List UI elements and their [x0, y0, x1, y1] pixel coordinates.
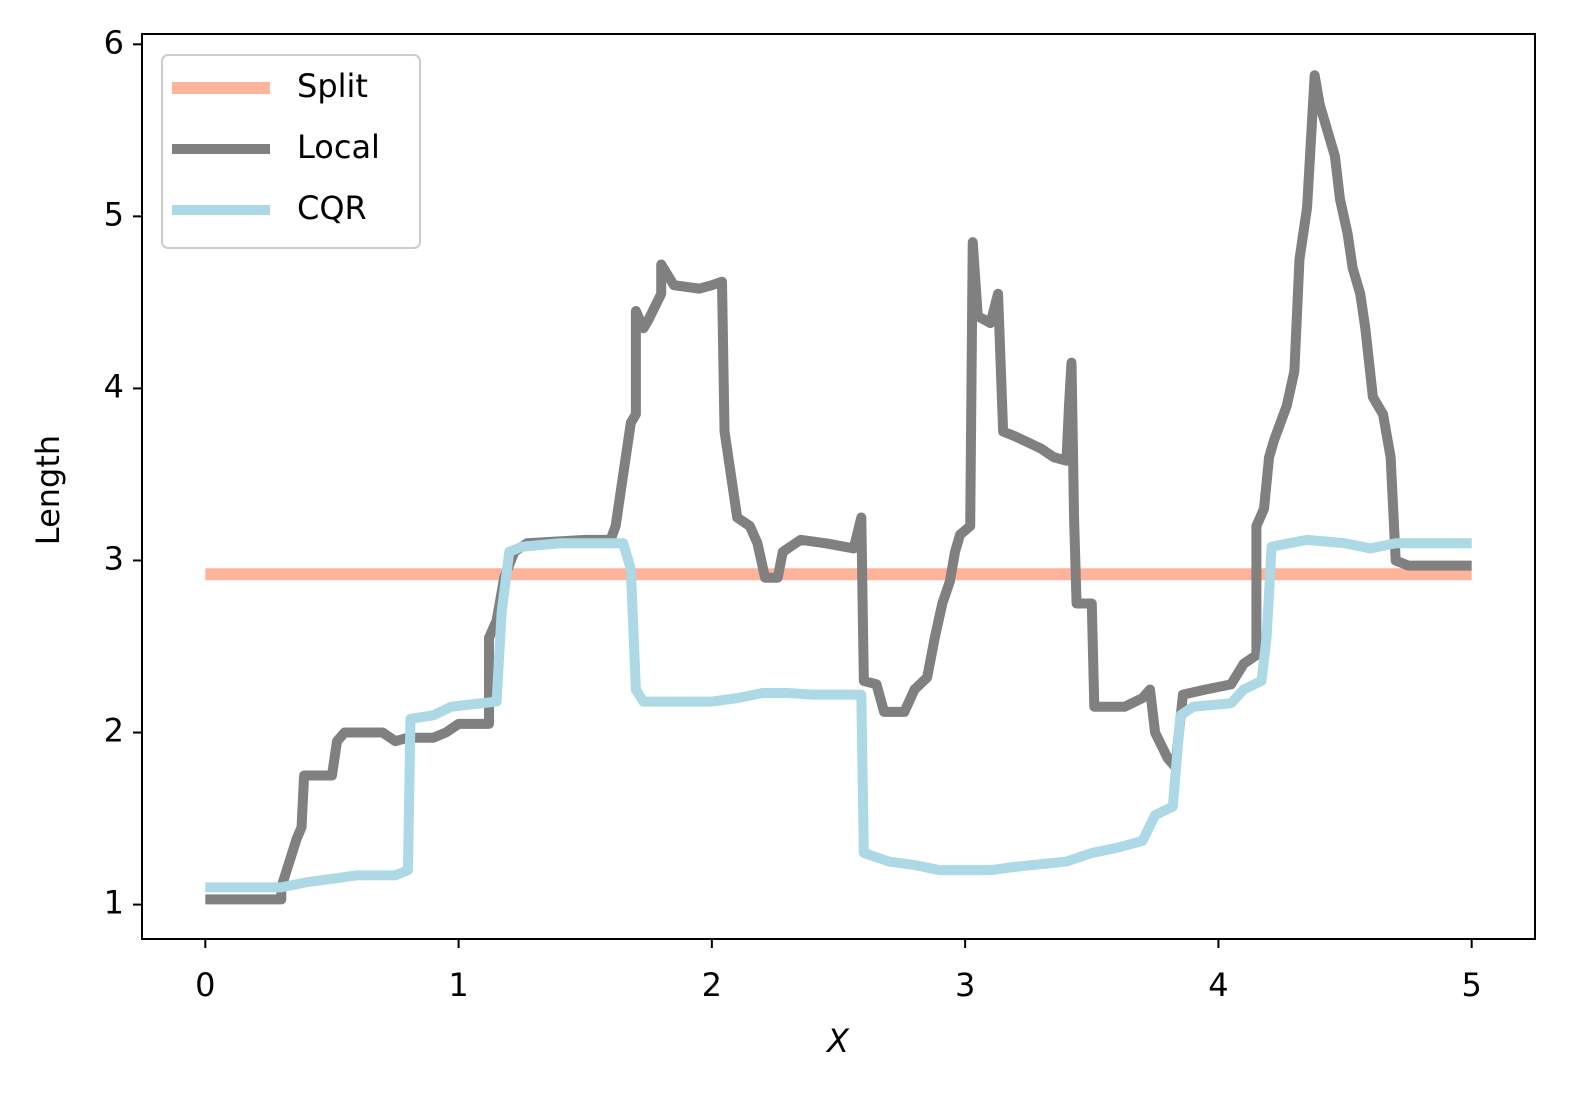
plot-frame [141, 33, 1536, 940]
legend-label: Split [297, 67, 368, 105]
x-tick-label: 0 [195, 966, 215, 1004]
x-tick-label: 2 [702, 966, 722, 1004]
y-axis-label: Length [29, 435, 67, 545]
x-tick-label: 1 [448, 966, 468, 1004]
y-tick-label: 6 [104, 23, 124, 61]
y-tick-label: 4 [104, 367, 124, 405]
y-tick-label: 3 [104, 539, 124, 577]
legend-label: CQR [297, 189, 367, 227]
legend-box [161, 54, 421, 249]
x-axis-label: X [825, 1022, 850, 1060]
y-tick-label: 2 [104, 712, 124, 750]
y-tick-label: 1 [104, 884, 124, 922]
x-tick-label: 5 [1462, 966, 1482, 1004]
x-tick-label: 3 [955, 966, 975, 1004]
x-tick-label: 4 [1208, 966, 1228, 1004]
y-tick-label: 5 [104, 195, 124, 233]
legend-label: Local [297, 128, 380, 166]
legend: Split Local CQR [161, 54, 421, 249]
line-series [205, 534, 1472, 893]
